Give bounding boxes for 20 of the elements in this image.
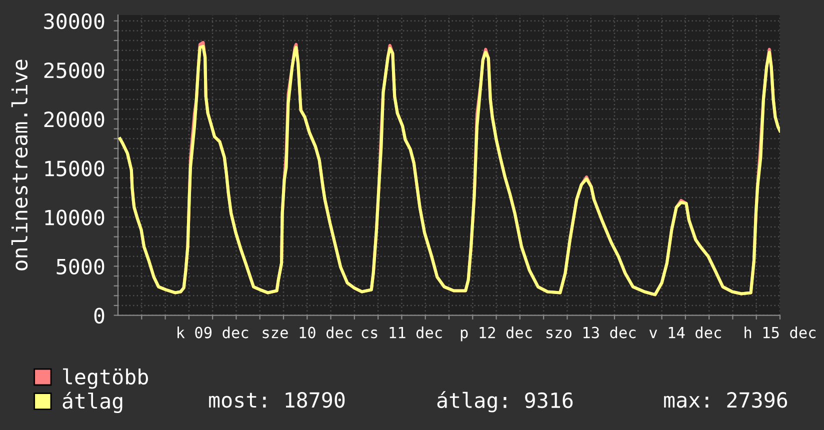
x-tick-label: h 15 dec <box>744 326 816 338</box>
y-tick-label: 10000 <box>45 210 104 226</box>
text: átlag: 9316 <box>437 391 573 412</box>
text: max: 27396 <box>664 392 788 408</box>
x-tick-label: v 14 dec <box>649 326 721 338</box>
y-tick-label: 30000 <box>44 13 104 30</box>
x-tick-label: p 12 dec <box>460 326 532 342</box>
legend-label: legtöbb <box>63 368 148 389</box>
x-tick-label: cs 11 dec <box>362 326 442 338</box>
x-tick-label: k 09 dec <box>178 326 248 338</box>
y-tick-label: 25000 <box>44 62 104 78</box>
y-tick-label: 5000 <box>56 258 104 274</box>
text: most: 18790 <box>209 392 345 408</box>
y-tick-label: 15000 <box>45 160 104 176</box>
x-tick-label: szo 13 dec <box>546 326 636 338</box>
y-tick-label: 0 <box>94 308 104 324</box>
legend-label: átlag <box>62 392 122 414</box>
x-tick-label: sze 10 dec <box>262 326 352 338</box>
y-tick-label: 20000 <box>44 112 104 128</box>
y-axis-title: onlinestream.live <box>11 60 28 270</box>
